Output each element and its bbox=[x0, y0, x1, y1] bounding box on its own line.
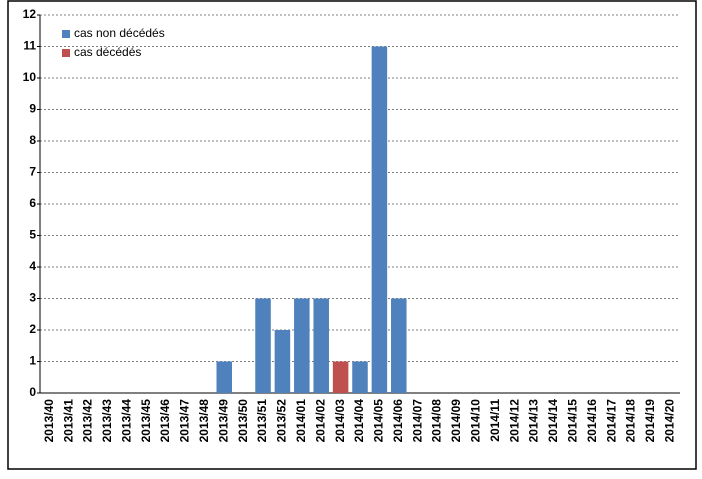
x-tick-label: 2014/18 bbox=[624, 399, 638, 443]
x-tick-label: 2014/19 bbox=[643, 399, 657, 443]
x-tick-label: 2014/16 bbox=[585, 399, 599, 443]
x-tick-label: 2014/12 bbox=[507, 399, 521, 443]
x-tick-label: 2014/04 bbox=[352, 399, 366, 443]
x-tick-label: 2013/40 bbox=[42, 399, 56, 443]
x-tick-label: 2014/08 bbox=[430, 399, 444, 443]
x-tick-label: 2014/03 bbox=[333, 399, 347, 443]
x-tick-label: 2013/44 bbox=[119, 399, 133, 443]
bar bbox=[313, 298, 329, 393]
x-tick-label: 2013/45 bbox=[139, 399, 153, 443]
x-tick-label: 2013/48 bbox=[197, 399, 211, 443]
y-tick-label: 2 bbox=[29, 322, 36, 336]
bar bbox=[274, 330, 291, 393]
legend-swatch bbox=[62, 30, 70, 38]
x-tick-label: 2014/15 bbox=[566, 399, 580, 443]
legend-label: cas décédés bbox=[74, 45, 141, 59]
y-tick-label: 1 bbox=[29, 354, 36, 368]
x-tick-label: 2014/05 bbox=[372, 399, 386, 443]
bar bbox=[352, 361, 368, 393]
y-tick-label: 10 bbox=[23, 70, 37, 84]
x-tick-label: 2013/52 bbox=[275, 399, 289, 443]
x-tick-label: 2013/51 bbox=[255, 399, 269, 443]
x-tick-label: 2013/50 bbox=[236, 399, 250, 443]
x-tick-label: 2013/46 bbox=[158, 399, 172, 443]
x-tick-label: 2014/01 bbox=[294, 399, 308, 443]
x-tick-label: 2014/07 bbox=[410, 399, 424, 443]
legend-swatch bbox=[62, 49, 70, 57]
y-tick-label: 7 bbox=[29, 165, 36, 179]
chart-border bbox=[7, 0, 697, 470]
bar bbox=[391, 298, 407, 393]
legend-label: cas non décédés bbox=[74, 26, 165, 40]
y-tick-label: 0 bbox=[29, 385, 36, 399]
x-tick-label: 2014/10 bbox=[469, 399, 483, 443]
y-tick-label: 8 bbox=[29, 133, 36, 147]
x-tick-label: 2013/49 bbox=[216, 399, 230, 443]
y-tick-label: 6 bbox=[29, 196, 36, 210]
y-tick-label: 11 bbox=[23, 39, 36, 53]
y-tick-label: 12 bbox=[23, 7, 37, 21]
x-tick-label: 2014/20 bbox=[662, 399, 676, 443]
y-tick-label: 3 bbox=[29, 291, 36, 305]
x-tick-label: 2013/47 bbox=[178, 399, 192, 443]
bar bbox=[332, 361, 349, 393]
x-tick-label: 2013/42 bbox=[81, 399, 95, 443]
x-tick-label: 2014/11 bbox=[488, 399, 502, 442]
bar bbox=[216, 361, 232, 393]
x-tick-label: 2013/41 bbox=[61, 399, 75, 443]
bar bbox=[371, 46, 388, 393]
y-tick-label: 4 bbox=[29, 259, 36, 273]
x-tick-label: 2014/13 bbox=[527, 399, 541, 443]
y-tick-label: 9 bbox=[29, 102, 36, 116]
x-tick-label: 2014/17 bbox=[604, 399, 618, 443]
x-tick-label: 2014/06 bbox=[391, 399, 405, 443]
y-tick-label: 5 bbox=[29, 228, 36, 242]
x-tick-label: 2014/02 bbox=[313, 399, 327, 443]
bar bbox=[294, 298, 310, 393]
bar bbox=[255, 298, 271, 393]
x-tick-label: 2013/43 bbox=[100, 399, 114, 443]
x-tick-label: 2014/14 bbox=[546, 399, 560, 443]
x-tick-label: 2014/09 bbox=[449, 399, 463, 443]
